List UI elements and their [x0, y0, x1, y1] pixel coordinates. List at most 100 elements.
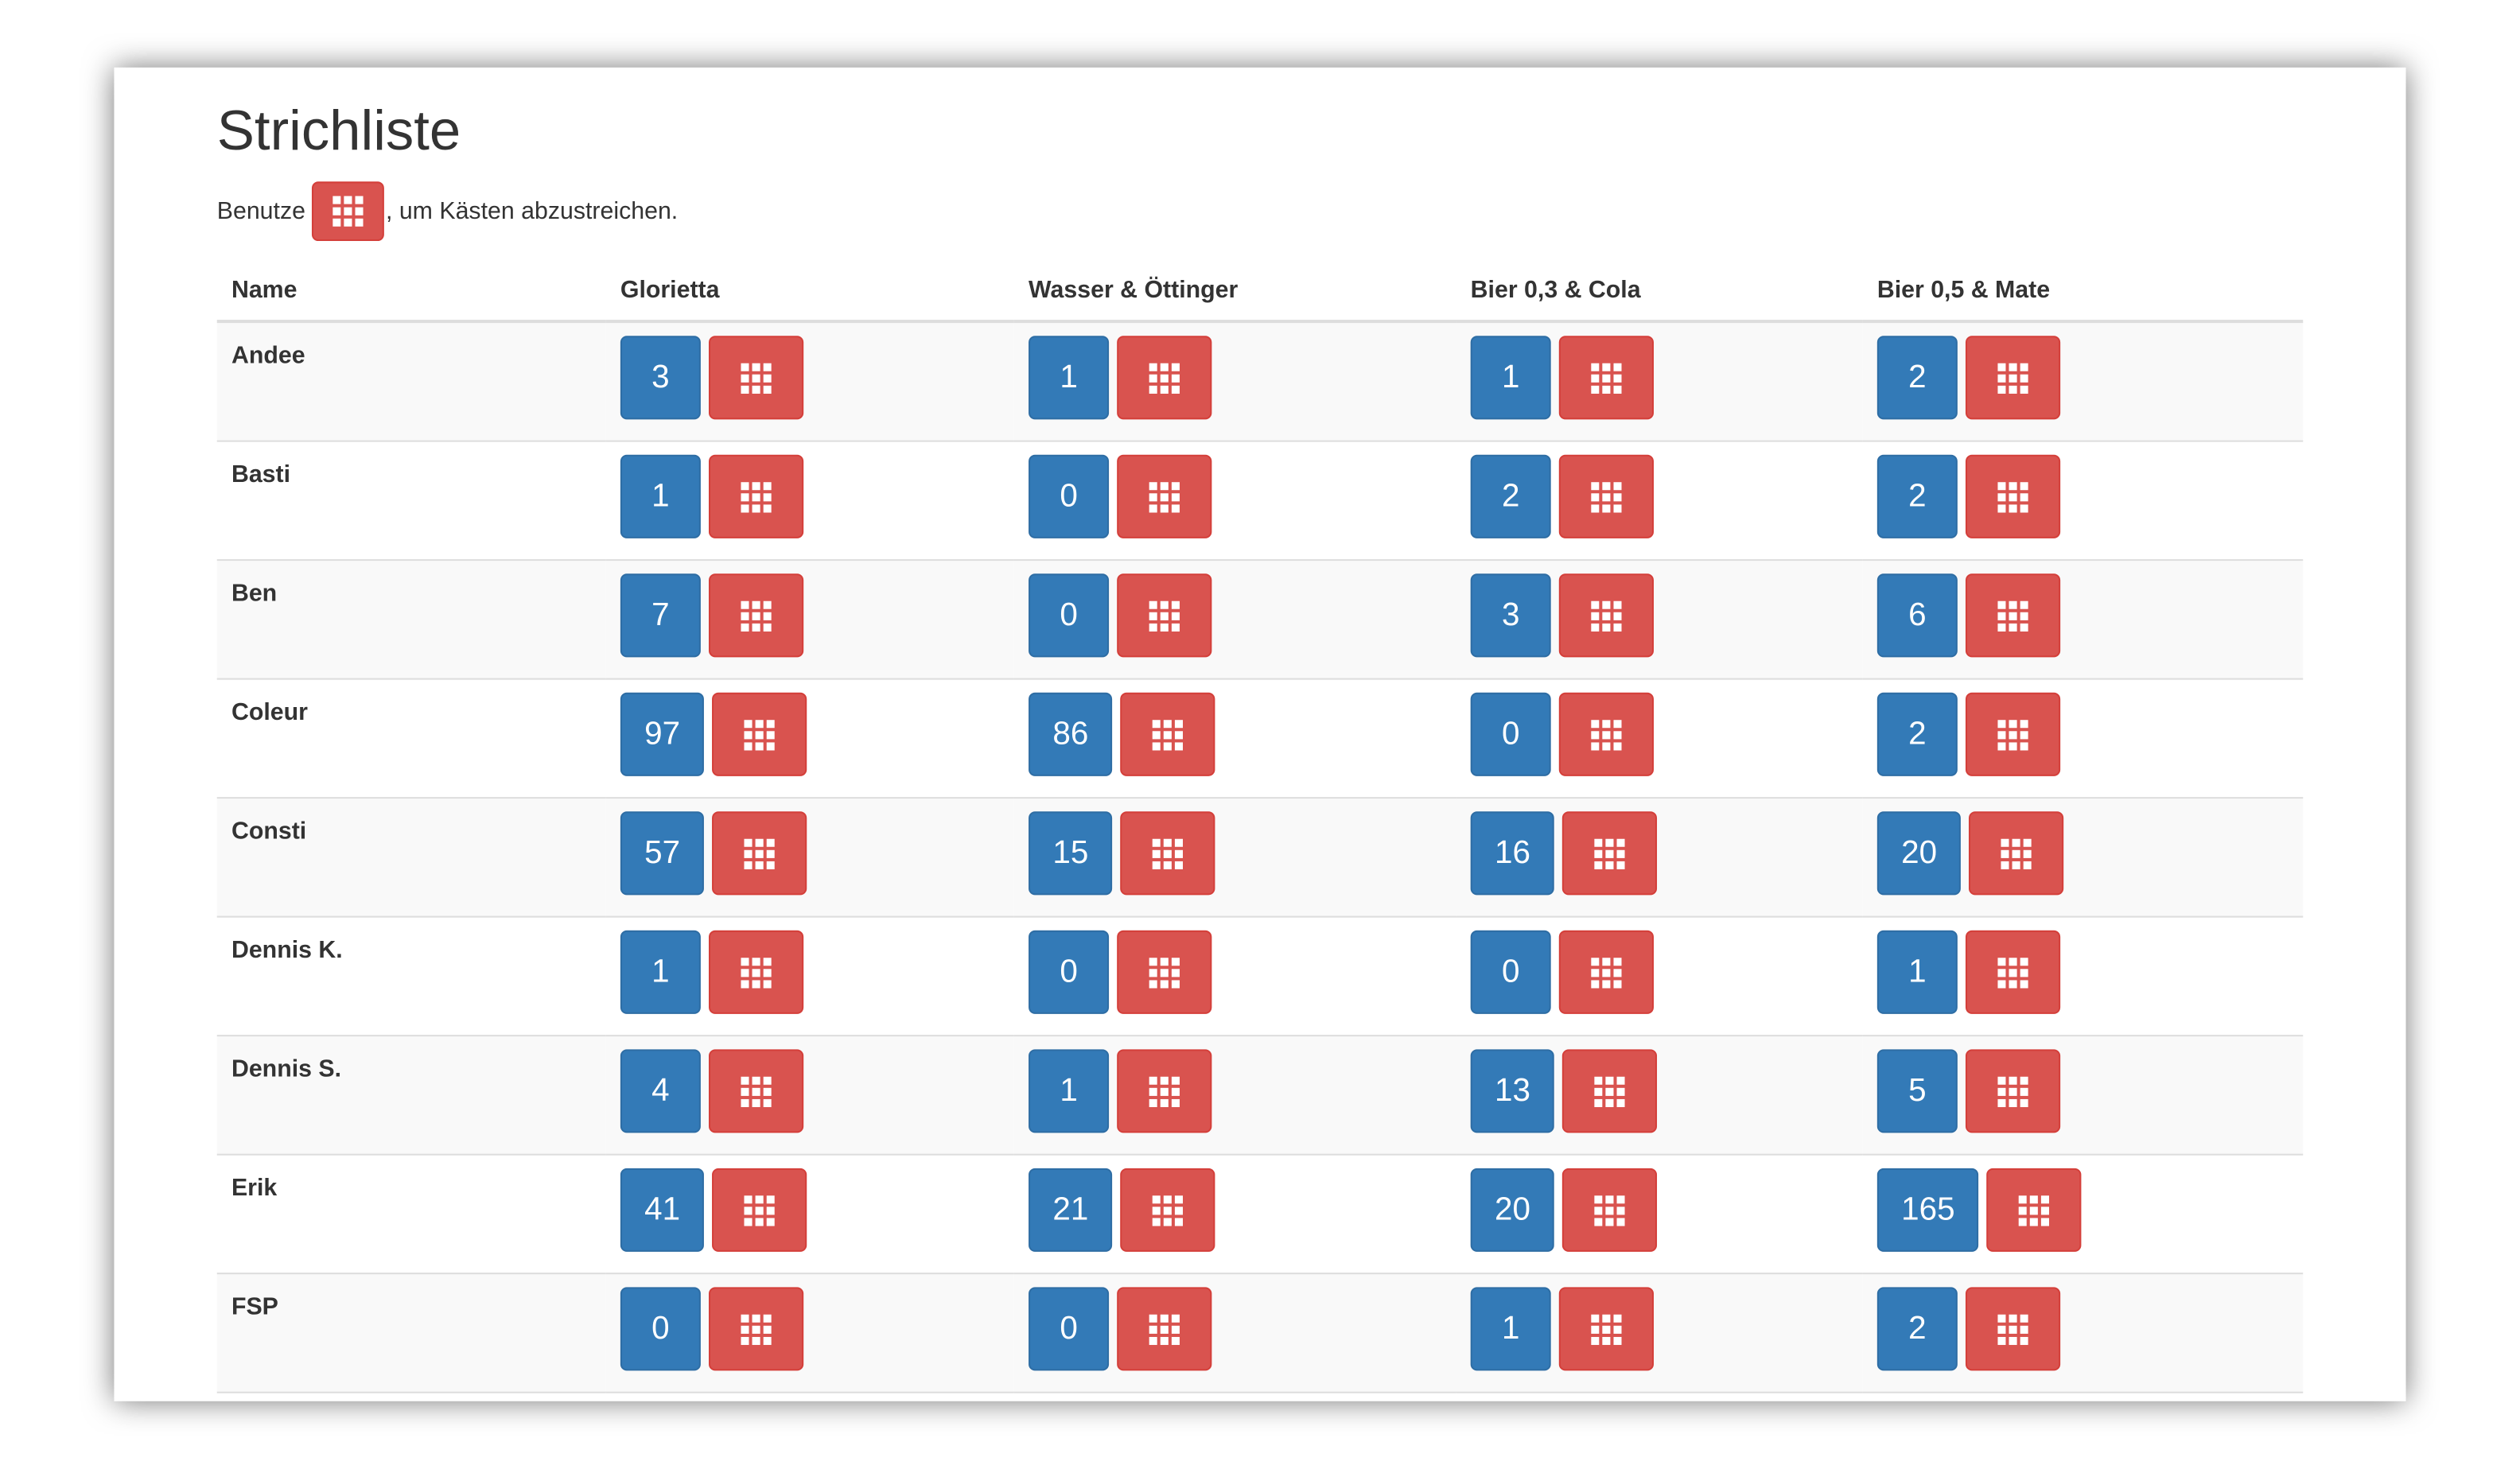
table-row: Dennis S. 4 1 13 5 [216, 1035, 2304, 1155]
count-cell: 15 [1013, 797, 1456, 917]
count-button[interactable]: 1 [1470, 1287, 1551, 1371]
count-cell: 1 [605, 440, 1014, 561]
tally-button[interactable] [1558, 336, 1654, 420]
tally-button[interactable] [1117, 454, 1212, 538]
tally-button[interactable] [1965, 573, 2061, 658]
count-button[interactable]: 0 [620, 1287, 701, 1371]
tally-button[interactable] [1558, 454, 1654, 538]
tally-button[interactable] [1965, 1049, 2061, 1133]
count-cell: 165 [1862, 1153, 2304, 1274]
tally-button[interactable] [712, 1168, 807, 1252]
grid-icon [1997, 1075, 2028, 1107]
count-button[interactable]: 15 [1029, 811, 1113, 896]
grid-icon [741, 957, 772, 988]
grid-icon [1153, 719, 1184, 750]
count-button[interactable]: 20 [1876, 811, 1962, 896]
tally-button[interactable] [1117, 930, 1212, 1014]
tally-button[interactable] [1120, 1168, 1215, 1252]
tally-button[interactable] [708, 930, 804, 1014]
tally-button[interactable] [1558, 573, 1654, 658]
count-cell: 7 [605, 559, 1014, 679]
tally-button[interactable] [1558, 692, 1654, 776]
tally-button[interactable] [1965, 454, 2061, 538]
count-button[interactable]: 3 [1470, 573, 1551, 658]
tally-button[interactable] [708, 336, 804, 420]
count-button[interactable]: 7 [620, 573, 701, 658]
count-button[interactable]: 1 [620, 930, 701, 1014]
count-button[interactable]: 2 [1876, 1287, 1958, 1371]
count-button[interactable]: 21 [1029, 1168, 1113, 1252]
count-button[interactable]: 57 [620, 811, 705, 896]
name-cell: FSP [216, 1273, 606, 1393]
count-button[interactable]: 41 [620, 1168, 705, 1252]
tally-button[interactable] [1117, 1049, 1212, 1133]
count-button[interactable]: 2 [1876, 692, 1958, 776]
tally-button[interactable] [1558, 930, 1654, 1014]
count-button[interactable]: 1 [1470, 336, 1551, 420]
tally-button[interactable] [1558, 1287, 1654, 1371]
count-cell: 0 [1013, 915, 1456, 1036]
count-button[interactable]: 0 [1029, 573, 1110, 658]
grid-icon [744, 719, 776, 750]
count-button[interactable]: 165 [1876, 1168, 1979, 1252]
name-cell: Coleur [216, 678, 606, 799]
grid-icon [2019, 1195, 2050, 1226]
tally-button[interactable] [1117, 1287, 1212, 1371]
tally-button[interactable] [708, 573, 804, 658]
count-button[interactable]: 0 [1029, 930, 1110, 1014]
tally-button[interactable] [1965, 336, 2061, 420]
count-button[interactable]: 2 [1470, 454, 1551, 538]
count-cell: 13 [1456, 1035, 1863, 1155]
tally-button[interactable] [1562, 1049, 1658, 1133]
count-cell: 57 [605, 797, 1014, 917]
count-button[interactable]: 16 [1470, 811, 1555, 896]
count-cell: 1 [1456, 1273, 1863, 1393]
header-row: Name Glorietta Wasser & Öttinger Bier 0,3 &… [216, 270, 2304, 324]
tally-button[interactable] [1117, 573, 1212, 658]
tally-button[interactable] [1562, 1168, 1658, 1252]
count-cell: 0 [605, 1273, 1014, 1393]
name-cell: Dennis S. [216, 1035, 606, 1155]
count-button[interactable]: 97 [620, 692, 705, 776]
tally-button[interactable] [1965, 930, 2061, 1014]
count-button[interactable]: 20 [1470, 1168, 1555, 1252]
tally-button[interactable] [1965, 1287, 2061, 1371]
tally-button[interactable] [1969, 811, 2064, 896]
count-button[interactable]: 1 [620, 454, 701, 538]
column-header: Glorietta [605, 270, 1014, 324]
count-button[interactable]: 1 [1029, 1049, 1110, 1133]
count-button[interactable]: 1 [1029, 336, 1110, 420]
tally-button[interactable] [1965, 692, 2061, 776]
count-button[interactable]: 6 [1876, 573, 1958, 658]
tally-button[interactable] [1562, 811, 1658, 896]
count-button[interactable]: 0 [1029, 1287, 1110, 1371]
grid-icon [741, 600, 772, 632]
count-button[interactable]: 0 [1470, 930, 1551, 1014]
count-button[interactable]: 1 [1876, 930, 1958, 1014]
count-button[interactable]: 0 [1470, 692, 1551, 776]
grid-icon [1594, 1195, 1626, 1226]
count-button[interactable]: 86 [1029, 692, 1113, 776]
count-button[interactable]: 13 [1470, 1049, 1555, 1133]
count-cell: 97 [605, 678, 1014, 799]
tally-button[interactable] [1120, 811, 1215, 896]
count-button[interactable]: 5 [1876, 1049, 1958, 1133]
count-cell [1862, 1391, 2304, 1401]
tally-button[interactable] [708, 1287, 804, 1371]
count-button[interactable]: 2 [1876, 336, 1958, 420]
tally-button[interactable] [1986, 1168, 2082, 1252]
count-button[interactable]: 2 [1876, 454, 1958, 538]
count-button[interactable]: 4 [620, 1049, 701, 1133]
tally-button[interactable] [712, 692, 807, 776]
table-row: Andee 3 1 1 2 [216, 321, 2304, 441]
grid-icon [741, 362, 772, 393]
tally-button[interactable] [708, 1049, 804, 1133]
tally-button[interactable] [708, 454, 804, 538]
tally-button[interactable] [712, 811, 807, 896]
grid-icon [1591, 362, 1622, 393]
tally-button[interactable] [1117, 336, 1212, 420]
count-button[interactable]: 3 [620, 336, 701, 420]
tally-button[interactable] [1120, 692, 1215, 776]
count-button[interactable]: 0 [1029, 454, 1110, 538]
name-cell: Andee [216, 321, 606, 441]
